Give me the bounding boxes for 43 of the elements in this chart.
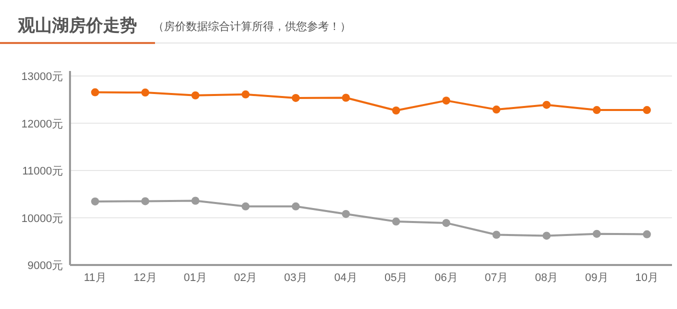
point bbox=[442, 96, 450, 105]
chart-title: 观山湖房价走势 bbox=[17, 16, 137, 35]
x-tick-label: 12月 bbox=[134, 272, 157, 284]
point bbox=[492, 106, 500, 114]
x-tick-label: 08月 bbox=[534, 272, 558, 284]
point bbox=[442, 218, 450, 227]
x-tick-label: 06月 bbox=[434, 272, 458, 284]
point bbox=[91, 88, 100, 96]
point bbox=[342, 210, 350, 218]
point bbox=[642, 106, 651, 114]
y-tick-label: 12000元 bbox=[21, 118, 63, 130]
x-tick-label: 10月 bbox=[635, 272, 659, 284]
point bbox=[542, 100, 551, 109]
y-tick-label: 10000元 bbox=[21, 212, 63, 225]
point bbox=[592, 106, 601, 114]
point bbox=[141, 197, 150, 206]
y-tick-label: 11000元 bbox=[22, 166, 63, 178]
point bbox=[292, 202, 300, 210]
x-tick-label: 09月 bbox=[585, 272, 608, 284]
x-tick-label: 11月 bbox=[84, 272, 106, 284]
point bbox=[91, 197, 100, 206]
point bbox=[592, 230, 601, 238]
x-tick-label: 02月 bbox=[234, 272, 258, 284]
point bbox=[141, 88, 150, 97]
point bbox=[342, 94, 350, 102]
point bbox=[242, 202, 250, 210]
point bbox=[492, 230, 500, 239]
x-tick-label: 04月 bbox=[334, 272, 358, 284]
point bbox=[292, 94, 300, 102]
x-tick-label: 01月 bbox=[184, 272, 208, 284]
point bbox=[242, 90, 250, 98]
point bbox=[191, 91, 200, 100]
point bbox=[392, 106, 400, 114]
chart-subtitle: （房价数据综合计算所得，供您参考！） bbox=[153, 20, 351, 33]
point bbox=[191, 196, 200, 205]
y-tick-label: 13000元 bbox=[21, 71, 63, 83]
point bbox=[542, 232, 551, 240]
x-tick-label: 07月 bbox=[484, 272, 508, 284]
y-tick-label: 9000元 bbox=[28, 260, 63, 272]
x-tick-label: 03月 bbox=[284, 272, 308, 284]
point bbox=[392, 218, 400, 226]
x-tick-label: 05月 bbox=[384, 272, 408, 284]
point bbox=[642, 230, 651, 238]
